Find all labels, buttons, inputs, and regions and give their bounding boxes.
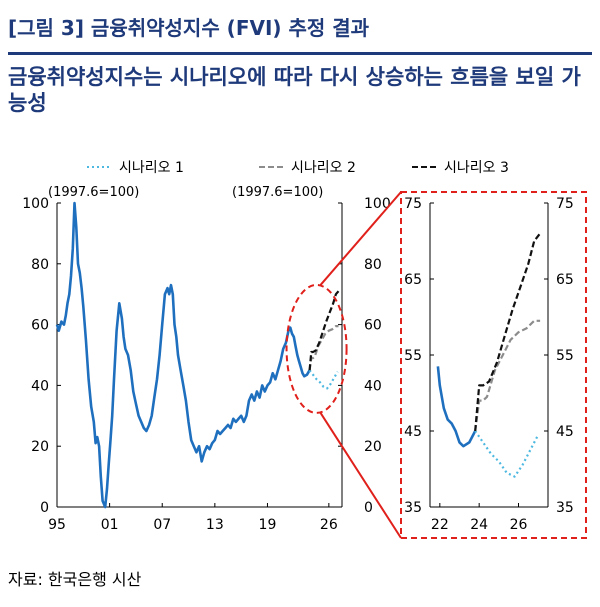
zoom-xtick-label: 26 <box>510 517 528 533</box>
figure-subtitle: 금융취약성지수는 시나리오에 따라 다시 상승하는 흐름을 보일 가능성 <box>8 65 581 115</box>
main-ytick-label-left: 80 <box>31 257 49 273</box>
main-chart-panel: (1997.6=100) (1997.6=100) 0 0 20 20 40 40 60 60… <box>22 185 390 533</box>
main-series-scenario2 <box>308 325 339 371</box>
zoom-ytick-label-left: 65 <box>404 272 422 288</box>
legend-label-scenario2: 시나리오 2 <box>291 160 356 176</box>
zoom-ytick-label-right: 45 <box>556 424 574 440</box>
zoom-frame <box>400 191 587 539</box>
main-ytick-label-right: 20 <box>364 439 382 455</box>
main-ytick-label-left: 100 <box>22 196 49 212</box>
zoom-ytick-label-right: 35 <box>556 500 574 516</box>
zoom-chart-panel: 35 35 45 45 55 55 65 65 75 75 22 24 26 <box>285 191 587 539</box>
main-xtick-label: 13 <box>206 517 224 533</box>
title-rule <box>8 52 592 55</box>
main-base-note-left: (1997.6=100) <box>48 185 139 200</box>
main-xtick-label: 01 <box>101 517 119 533</box>
zoom-ytick-label-left: 75 <box>404 196 422 212</box>
zoom-ytick-label-left: 45 <box>404 424 422 440</box>
main-base-note-right: (1997.6=100) <box>232 185 323 200</box>
zoom-xtick-label: 22 <box>431 517 449 533</box>
legend-label-scenario1: 시나리오 1 <box>119 160 184 176</box>
zoom-series-scenario2 <box>474 319 541 432</box>
main-ytick-label-left: 40 <box>31 378 49 394</box>
zoom-connector-bottom <box>319 412 402 539</box>
zoom-series-fvi <box>436 366 477 448</box>
zoom-ytick-label-right: 55 <box>556 348 574 364</box>
main-ytick-label-right: 80 <box>364 257 382 273</box>
main-ytick-label-left: 20 <box>31 439 49 455</box>
legend-label-scenario3: 시나리오 3 <box>444 160 509 176</box>
zoom-ytick-label-left: 55 <box>404 348 422 364</box>
zoom-xtick-label: 24 <box>470 517 488 533</box>
zoom-series-scenario1 <box>474 430 540 478</box>
source-note: 자료: 한국은행 시산 <box>8 570 142 589</box>
figure-title: [그림 3] 금융취약성지수 (FVI) 추정 결과 <box>8 16 370 40</box>
main-ytick-label-right: 60 <box>364 318 382 334</box>
main-xtick-label: 26 <box>320 517 338 533</box>
zoom-connector-top <box>319 191 402 286</box>
zoom-ytick-label-left: 35 <box>404 500 422 516</box>
main-series-fvi <box>55 201 311 509</box>
main-ytick-label-left: 60 <box>31 318 49 334</box>
main-ytick-label-right: 40 <box>364 378 382 394</box>
main-ytick-label-left: 0 <box>40 500 49 516</box>
main-ytick-label-right: 100 <box>364 196 391 212</box>
zoom-series-scenario3 <box>474 232 541 432</box>
main-xtick-label: 19 <box>259 517 277 533</box>
main-series-scenario1 <box>308 369 339 390</box>
main-xtick-label: 07 <box>153 517 171 533</box>
main-xtick-label: 95 <box>48 517 66 533</box>
main-ytick-label-right: 0 <box>364 500 373 516</box>
zoom-ytick-label-right: 75 <box>556 196 574 212</box>
chart-legend: 시나리오 1 시나리오 2 시나리오 3 <box>87 160 509 176</box>
zoom-ytick-label-right: 65 <box>556 272 574 288</box>
main-series-scenario3 <box>308 290 340 371</box>
zoom-highlight-ellipse <box>285 283 348 414</box>
